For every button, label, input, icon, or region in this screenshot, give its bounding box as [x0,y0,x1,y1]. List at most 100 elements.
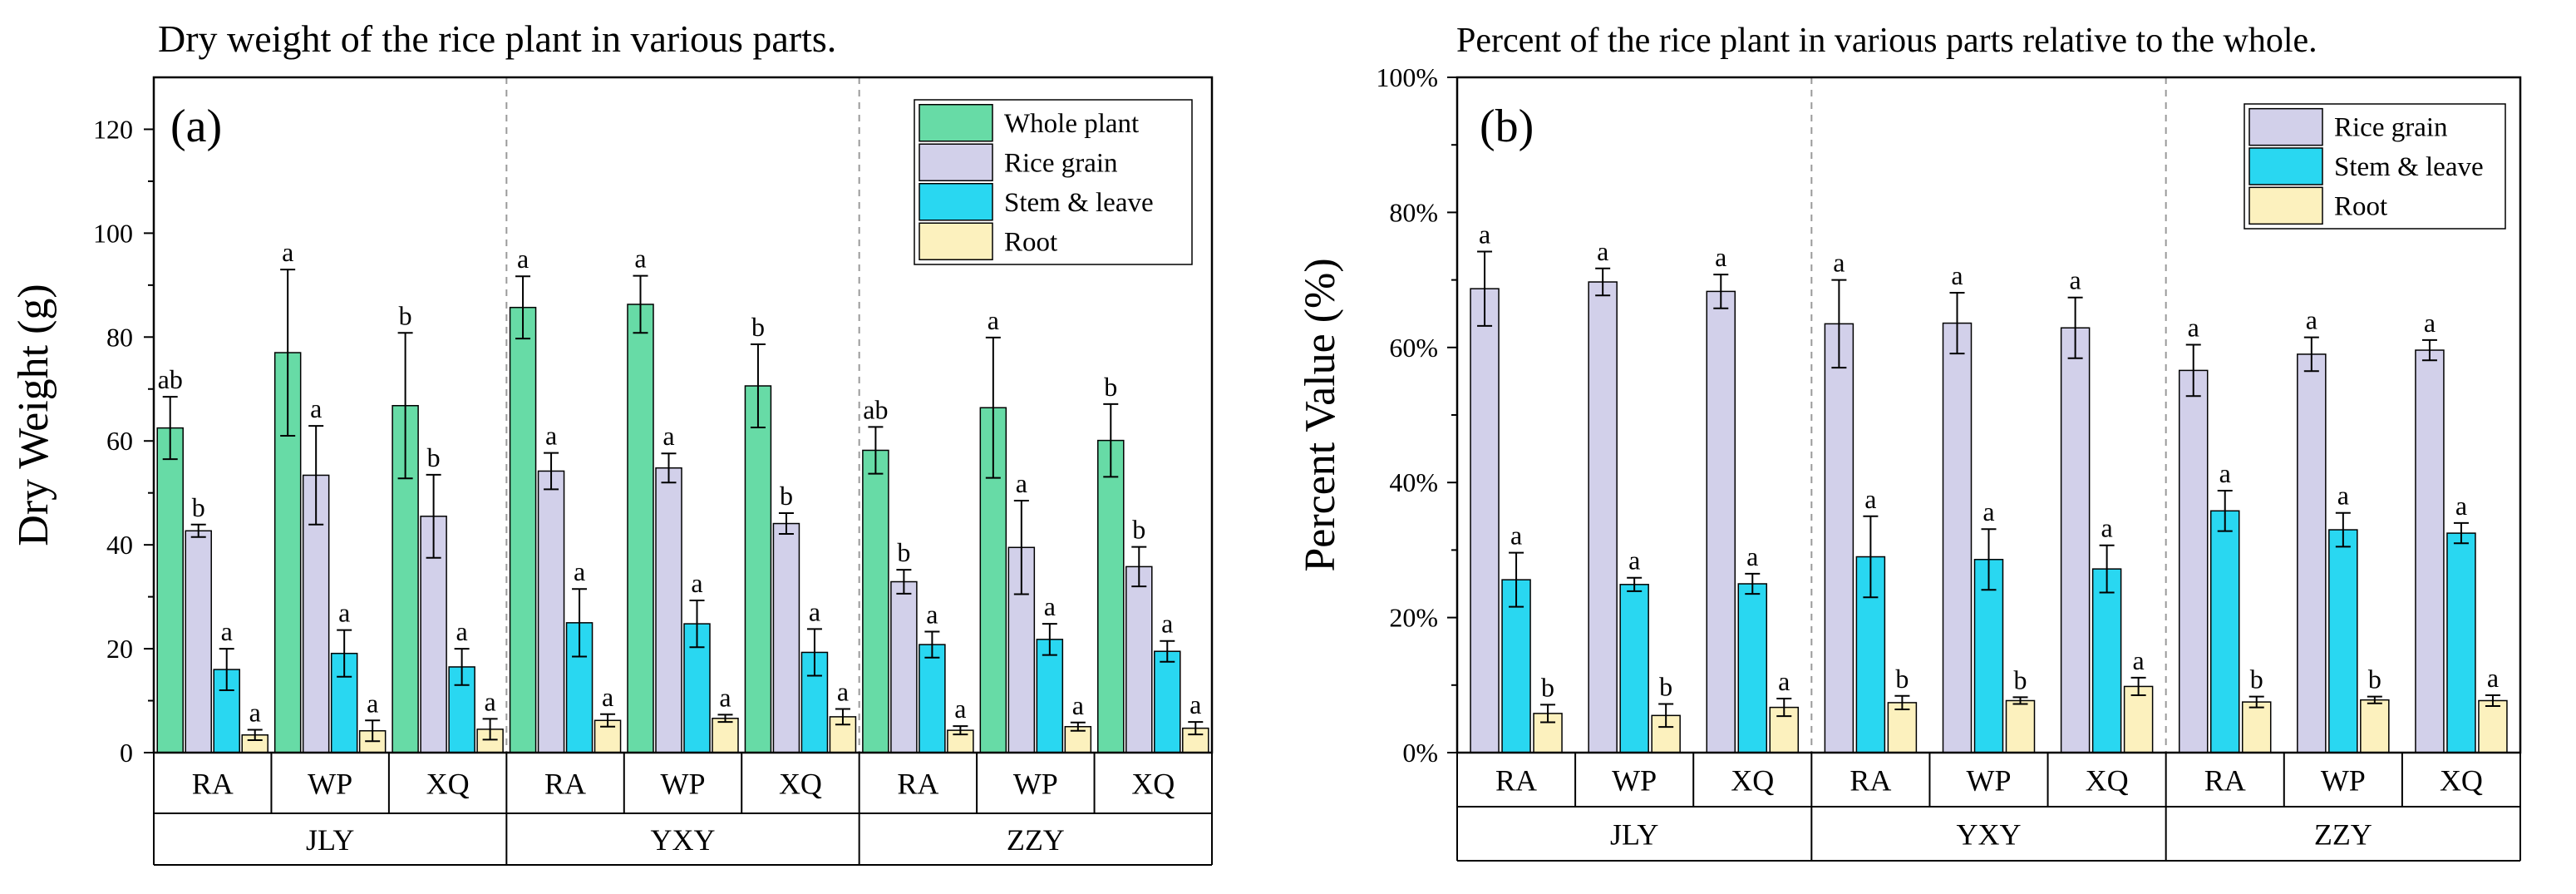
y-tick-label: 0 [120,738,133,768]
bar [1097,439,1125,753]
legend-swatch [2248,107,2323,146]
x-tick-label: XQ [2440,764,2483,798]
chart-panel-a: Dry weight of the rice plant in various … [10,17,1214,866]
bar [2478,699,2508,753]
bar [2209,510,2240,753]
significance-letter: a [662,421,674,451]
x-tick-label: XQ [1731,764,1774,798]
bar [2415,349,2445,753]
significance-letter: a [837,677,849,707]
bar [772,522,800,753]
legend-label: Rice grain [2334,113,2448,143]
y-tick-label: 80% [1389,197,1438,227]
significance-letter: a [2337,481,2349,511]
significance-letter: a [2070,265,2081,295]
significance-letter: b [1895,664,1909,694]
bar [1154,650,1181,753]
bar [1942,322,1973,753]
bar [537,470,565,753]
legend-swatch [919,143,993,181]
significance-letter: a [338,598,350,628]
x-tick-label: XQ [1131,768,1175,801]
legend-swatch [2248,147,2323,185]
bar [890,580,918,753]
significance-letter: a [1864,484,1876,514]
significance-letter: b [1104,372,1117,402]
significance-letter: a [1044,591,1056,621]
bar [1973,559,2004,753]
significance-letter: a [1951,260,1963,290]
y-tick-label: 20% [1389,603,1438,633]
group-label: ZZY [1007,823,1065,857]
legend-label: Root [1004,227,1057,257]
significance-letter: ab [863,394,888,424]
bar [1824,323,1854,753]
bar [919,644,946,753]
significance-letter: a [2219,458,2231,488]
significance-letter: a [1479,219,1490,249]
significance-letter: a [2487,663,2499,693]
legend-label: Rice grain [1004,148,1118,178]
significance-letter: a [691,568,702,598]
group-label: JLY [1610,818,1658,852]
bar [1887,702,1918,753]
bar [2241,701,2272,753]
significance-letter: a [1628,546,1640,575]
bar [862,449,889,753]
legend-swatch [919,104,993,142]
panel-label: (a) [170,101,222,152]
bar [1619,584,1649,753]
x-tick-label: RA [2204,764,2246,798]
significance-letter: a [988,305,999,335]
x-tick-label: WP [1612,764,1657,798]
significance-letter: a [719,682,731,712]
bar [1470,288,1500,753]
significance-letter: a [2424,308,2436,338]
bar [2446,532,2476,753]
significance-letter: a [1833,248,1845,278]
legend-label: Root [2334,191,2387,221]
plot-frame [152,76,1214,754]
x-tick-label: WP [1013,768,1058,801]
x-tick-label: RA [192,768,234,801]
significance-letter: a [1597,236,1608,266]
significance-letter: a [2133,645,2145,675]
significance-letter: a [249,698,261,728]
significance-letter: a [485,686,496,716]
group-label: JLY [306,823,354,857]
bar [2005,699,2036,753]
group-label: ZZY [2314,818,2372,852]
significance-letter: a [1982,496,1994,526]
bar [1737,583,1768,753]
y-tick-label: 100% [1376,62,1438,92]
significance-letter: a [2101,513,2113,543]
chart-panel-b: Percent of the rice plant in various par… [1297,22,2522,862]
group-label: YXY [1957,818,2022,852]
significance-letter: a [1016,468,1027,498]
significance-letter: a [2455,491,2467,521]
bar [509,306,537,753]
significance-letter: b [192,492,205,522]
chart-title: Dry weight of the rice plant in various … [158,17,836,60]
significance-letter: b [2014,664,2027,694]
significance-letter: a [574,556,585,586]
significance-letter: b [1541,672,1554,702]
significance-letter: a [1778,666,1790,696]
significance-letter: a [545,421,557,451]
legend-swatch [2248,186,2323,225]
y-tick-label: 120 [93,114,133,144]
y-tick-label: 0% [1402,738,1438,768]
legend-swatch [919,222,993,260]
bar [185,530,212,753]
bar [2297,353,2327,753]
bar [2123,685,2154,753]
significance-letter: a [456,616,468,646]
bar [1706,290,1736,753]
legend-label: Stem & leave [1004,188,1154,218]
significance-letter: b [1132,515,1145,545]
significance-letter: ab [158,364,183,394]
bar [2360,699,2390,753]
bar [712,718,739,753]
bar [2328,529,2358,753]
